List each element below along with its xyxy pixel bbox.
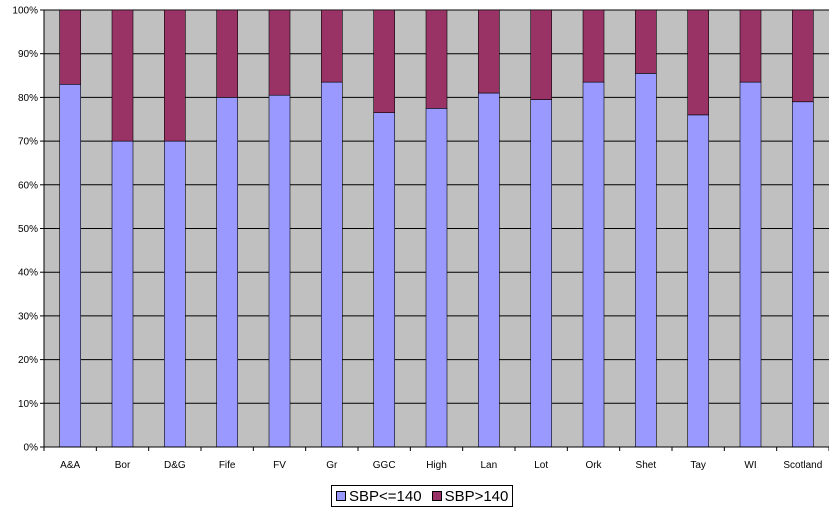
y-tick-label: 50%: [18, 224, 38, 235]
x-tick-label: A&A: [60, 460, 80, 471]
bar-segment-sbp-high: [59, 9, 81, 85]
x-tick-label: Bor: [115, 460, 131, 471]
bar-segment-sbp-low: [268, 94, 291, 448]
y-tick-label: 70%: [18, 137, 38, 148]
x-tick-label: Scotland: [783, 460, 822, 471]
bar-segment-sbp-high: [268, 9, 291, 96]
x-axis-ticks: A&A Bor D&G Fife FV Gr GGC High Lan Lot Ork Shet Tay…: [43, 447, 829, 471]
bar-segment-sbp-low: [530, 99, 552, 448]
legend-label-sbp-high: SBP>140: [444, 487, 509, 505]
bar-segment-sbp-high: [373, 9, 395, 113]
bar-segment-sbp-low: [687, 114, 709, 448]
legend-item-sbp-high: SBP>140: [431, 487, 509, 505]
bar-segment-sbp-high: [425, 9, 448, 109]
bar-segment-sbp-high: [739, 9, 762, 83]
bar-segment-sbp-high: [111, 9, 134, 142]
bar-segment-sbp-low: [739, 81, 762, 448]
bar-segment-sbp-high: [216, 9, 238, 98]
bar-segment-sbp-low: [321, 81, 343, 448]
bar-segment-sbp-low: [635, 73, 657, 448]
x-tick-label: Tay: [690, 460, 706, 471]
x-tick-label: Fife: [219, 460, 236, 471]
x-tick-label: Lan: [480, 460, 497, 471]
y-tick-label: 80%: [18, 93, 38, 104]
legend-item-sbp-low: SBP<=140: [336, 488, 422, 505]
x-tick-label: Lot: [534, 460, 548, 471]
bar-segment-sbp-low: [425, 108, 448, 448]
bar-segment-sbp-high: [530, 9, 552, 100]
bar-segment-sbp-low: [164, 140, 186, 448]
bar-segment-sbp-low: [111, 140, 134, 448]
bar-segment-sbp-high: [321, 9, 343, 83]
y-tick-label: 10%: [18, 399, 38, 410]
y-tick-label: 0%: [24, 443, 39, 454]
legend-swatch-sbp-low: [336, 491, 346, 501]
bar-segment-sbp-high: [792, 9, 814, 103]
x-tick-label: WI: [744, 460, 756, 471]
bar-segment-sbp-low: [478, 92, 500, 448]
bar-segment-sbp-low: [582, 81, 605, 448]
bar-segment-sbp-low: [373, 112, 395, 448]
bar-segment-sbp-high: [582, 9, 605, 83]
y-tick-label: 60%: [18, 180, 38, 191]
y-tick-label: 20%: [18, 355, 38, 366]
y-tick-label: 100%: [12, 6, 38, 17]
x-tick-label: High: [426, 460, 447, 471]
x-tick-label: D&G: [164, 460, 186, 471]
bar-segment-sbp-low: [792, 101, 814, 448]
bar-segment-sbp-low: [59, 83, 81, 448]
legend-label-sbp-low: SBP<=140: [349, 487, 422, 505]
x-tick-label: FV: [273, 460, 286, 471]
x-tick-label: GGC: [373, 460, 396, 471]
bar-segment-sbp-high: [164, 9, 186, 142]
y-tick-label: 30%: [18, 311, 38, 322]
bar-segment-sbp-low: [216, 97, 238, 448]
bars: [59, 9, 814, 448]
y-tick-label: 90%: [18, 49, 38, 60]
y-tick-label: 40%: [18, 268, 38, 279]
y-axis-ticks: 0% 10% 20% 30% 40% 50% 60% 70% 80% 90% 100%: [12, 6, 44, 454]
bar-segment-sbp-high: [687, 9, 709, 116]
legend: SBP<=140 SBP>140: [331, 485, 514, 507]
x-tick-label: Shet: [636, 460, 657, 471]
bar-segment-sbp-high: [635, 9, 657, 74]
x-tick-label: Ork: [585, 460, 602, 471]
legend-swatch-sbp-high: [431, 491, 442, 501]
x-tick-label: Gr: [326, 460, 338, 471]
bar-segment-sbp-high: [478, 9, 500, 94]
